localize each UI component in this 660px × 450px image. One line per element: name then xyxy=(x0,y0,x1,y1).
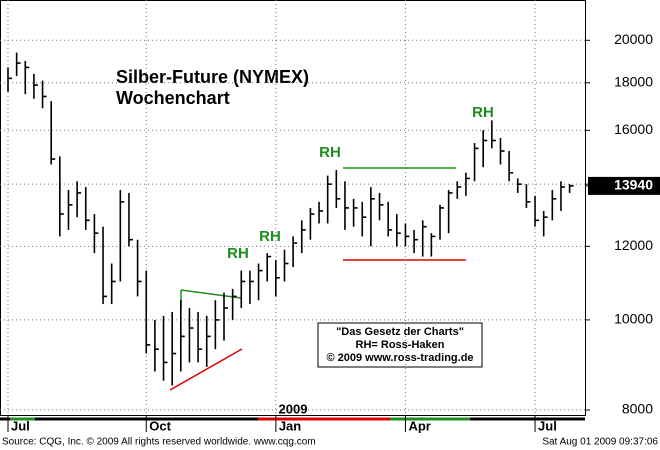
chart-title: Silber-Future (NYMEX) xyxy=(116,67,309,87)
last-price-label: 13940 xyxy=(614,177,653,193)
rh-label: RH xyxy=(227,245,249,262)
y-tick-label: 16000 xyxy=(614,121,653,137)
chart-subtitle: Wochenchart xyxy=(116,88,230,108)
y-tick-label: 10000 xyxy=(614,311,653,327)
trendline xyxy=(180,289,242,299)
rh-label: RH xyxy=(319,144,341,161)
x-tick-label: Jan xyxy=(279,418,301,433)
trendline xyxy=(169,348,243,391)
y-tick-label: 18000 xyxy=(614,73,653,89)
x-tick-label: Jul xyxy=(538,418,557,433)
year-label: 2009 xyxy=(279,401,308,416)
info-box xyxy=(317,322,483,368)
plot-frame xyxy=(0,0,586,416)
timestamp: Sat Aug 01 2009 09:37:06 xyxy=(542,437,658,448)
x-tick-label: Jul xyxy=(11,418,30,433)
y-tick-label: 8000 xyxy=(622,401,653,417)
info-line: "Das Gesetz der Charts" xyxy=(336,326,464,338)
info-line: © 2009 www.ross-trading.de xyxy=(326,352,473,364)
x-tick-label: Apr xyxy=(408,418,430,433)
x-tick-label: Oct xyxy=(149,418,171,433)
info-line: RH= Ross-Haken xyxy=(356,339,445,351)
source: Source: CQG, Inc. © 2009 All rights rese… xyxy=(2,437,316,448)
y-tick-label: 20000 xyxy=(614,31,653,47)
y-tick-label: 12000 xyxy=(614,237,653,253)
rh-label: RH xyxy=(472,104,494,121)
last-price-box xyxy=(588,176,660,195)
rh-label: RH xyxy=(259,228,281,245)
